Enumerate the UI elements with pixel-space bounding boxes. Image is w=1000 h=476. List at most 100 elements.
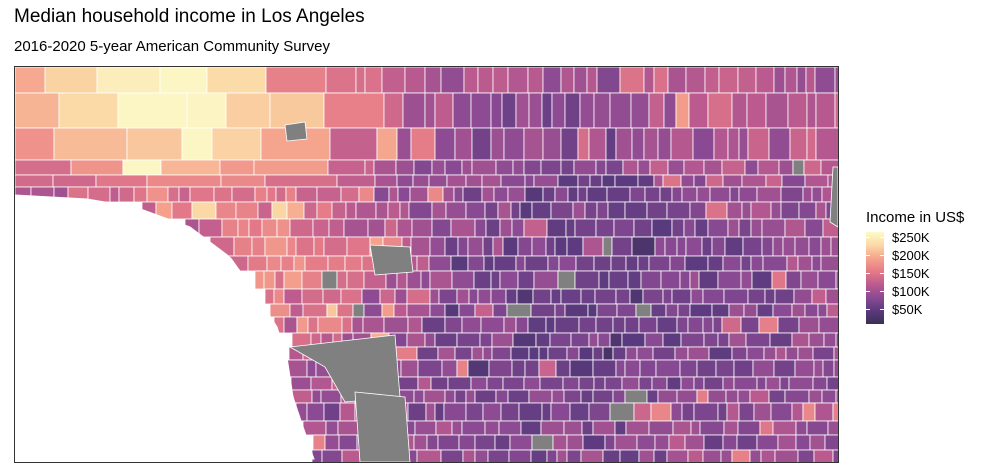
census-tract <box>560 288 582 305</box>
census-tract <box>235 201 259 220</box>
census-tract <box>693 402 719 422</box>
census-tract <box>574 270 600 290</box>
choropleth-map[interactable] <box>14 66 839 463</box>
census-tract <box>516 288 534 305</box>
census-tract <box>178 186 191 203</box>
census-tract <box>15 159 72 176</box>
census-tract <box>441 359 458 378</box>
census-tract <box>733 359 754 378</box>
census-tract <box>15 174 54 188</box>
census-tract <box>832 449 838 462</box>
census-tract <box>126 127 183 161</box>
census-tract <box>406 270 422 290</box>
census-tract <box>701 236 713 257</box>
census-tract <box>791 303 806 318</box>
census-tract <box>542 186 556 203</box>
census-tract <box>457 236 469 257</box>
census-tract <box>625 420 650 436</box>
census-tract <box>479 332 493 348</box>
census-tract <box>672 420 692 436</box>
census-tract <box>805 67 816 94</box>
census-tract <box>550 288 562 305</box>
census-tract <box>770 402 793 422</box>
census-tract <box>53 127 128 161</box>
census-tract <box>621 332 646 348</box>
census-tract <box>306 359 317 378</box>
census-tract <box>774 288 795 305</box>
census-tract <box>410 127 436 161</box>
census-tract <box>247 255 268 272</box>
census-tract <box>412 174 430 188</box>
census-tract <box>273 288 285 305</box>
census-tract <box>523 159 542 176</box>
census-tract <box>784 389 810 404</box>
census-tract <box>722 255 742 272</box>
census-tract <box>428 174 448 188</box>
census-tract <box>573 159 597 176</box>
census-tract <box>411 218 433 238</box>
census-tract <box>654 434 670 451</box>
census-tract <box>538 346 549 361</box>
census-tract <box>741 174 767 188</box>
census-tract <box>750 218 763 238</box>
census-tract <box>570 332 590 348</box>
census-tract <box>575 255 595 272</box>
census-tract <box>313 236 325 257</box>
census-tract <box>186 92 227 129</box>
census-tract <box>225 92 271 129</box>
census-tract <box>685 236 703 257</box>
census-tract <box>393 303 408 318</box>
census-tract <box>813 449 834 462</box>
census-tract <box>592 389 614 404</box>
census-tract <box>763 346 777 361</box>
census-tract <box>670 402 683 422</box>
census-tract <box>704 67 720 94</box>
census-tract <box>515 255 526 272</box>
census-tract <box>551 92 566 129</box>
census-tract <box>286 201 305 220</box>
census-tract <box>337 420 361 436</box>
census-tract <box>722 376 735 391</box>
census-tract <box>707 389 727 404</box>
census-tract <box>769 332 793 348</box>
census-tract <box>685 67 706 94</box>
census-tract <box>253 159 329 176</box>
census-tract <box>774 449 799 462</box>
census-tract <box>684 255 709 272</box>
census-tract <box>461 159 473 176</box>
census-tract <box>470 376 488 391</box>
census-tract <box>806 92 817 129</box>
census-tract <box>657 127 672 161</box>
census-tract <box>133 186 148 203</box>
census-tract <box>375 201 389 220</box>
census-tract <box>263 270 276 290</box>
census-tract <box>451 270 475 290</box>
census-tract <box>778 159 794 176</box>
census-tract <box>705 174 724 188</box>
census-tract <box>731 449 751 462</box>
map-title: Median household income in Los Angeles <box>14 6 365 27</box>
census-tract <box>444 316 463 334</box>
census-tract <box>696 186 711 203</box>
census-tract <box>592 346 604 361</box>
census-tract <box>683 218 696 238</box>
census-tract <box>492 303 508 318</box>
census-tract <box>566 449 582 462</box>
census-tract <box>747 288 766 305</box>
census-tract <box>644 186 661 203</box>
census-tract <box>770 201 782 220</box>
census-tract <box>351 316 364 334</box>
census-tract <box>595 218 615 238</box>
census-tract <box>768 127 791 161</box>
census-tract <box>336 174 376 188</box>
census-tract <box>644 332 664 348</box>
census-tract <box>642 288 664 305</box>
census-tract <box>648 420 674 436</box>
census-tract <box>596 201 609 220</box>
census-tract <box>808 389 823 404</box>
census-tract <box>444 236 459 257</box>
census-tract <box>530 449 548 462</box>
census-tract <box>473 270 492 290</box>
census-tract <box>554 186 569 203</box>
census-tract <box>692 127 715 161</box>
